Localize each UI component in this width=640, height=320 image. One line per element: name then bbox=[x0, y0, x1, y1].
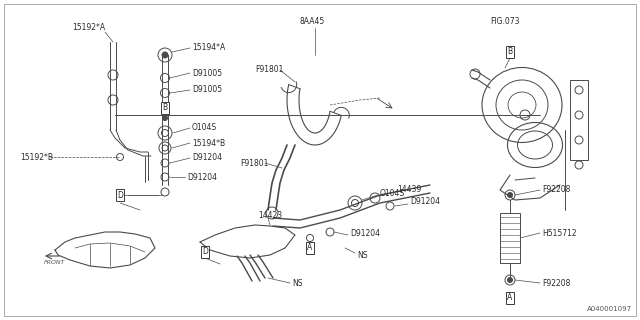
Text: 15192*A: 15192*A bbox=[72, 23, 105, 33]
Text: F92208: F92208 bbox=[542, 186, 570, 195]
Text: A040001097: A040001097 bbox=[587, 306, 632, 312]
Text: 15192*B: 15192*B bbox=[20, 153, 53, 162]
FancyBboxPatch shape bbox=[570, 80, 588, 160]
Text: 8AA45: 8AA45 bbox=[300, 18, 325, 27]
Text: D91204: D91204 bbox=[350, 228, 380, 237]
Text: D: D bbox=[117, 190, 123, 199]
Text: D91204: D91204 bbox=[410, 197, 440, 206]
Text: F91801: F91801 bbox=[240, 158, 268, 167]
Text: F92208: F92208 bbox=[542, 278, 570, 287]
Text: O104S: O104S bbox=[380, 188, 405, 197]
Text: O104S: O104S bbox=[192, 124, 217, 132]
Text: NS: NS bbox=[357, 251, 367, 260]
Circle shape bbox=[508, 277, 513, 283]
Text: FIG.073: FIG.073 bbox=[490, 18, 520, 27]
Text: NS: NS bbox=[292, 278, 303, 287]
Text: A: A bbox=[307, 244, 312, 252]
Text: D91204: D91204 bbox=[192, 154, 222, 163]
Circle shape bbox=[508, 193, 513, 197]
Text: B: B bbox=[163, 103, 168, 113]
Text: D91204: D91204 bbox=[187, 172, 217, 181]
Circle shape bbox=[162, 52, 168, 58]
Text: D91005: D91005 bbox=[192, 68, 222, 77]
Text: A: A bbox=[508, 293, 513, 302]
Text: F91801: F91801 bbox=[255, 66, 284, 75]
Text: B: B bbox=[508, 47, 513, 57]
Circle shape bbox=[163, 116, 168, 121]
Text: D91005: D91005 bbox=[192, 85, 222, 94]
Text: D: D bbox=[202, 247, 208, 257]
FancyBboxPatch shape bbox=[500, 213, 520, 263]
Text: 14423: 14423 bbox=[258, 211, 282, 220]
Text: H515712: H515712 bbox=[542, 228, 577, 237]
Text: 15194*A: 15194*A bbox=[192, 44, 225, 52]
Text: 15194*B: 15194*B bbox=[192, 139, 225, 148]
Text: FRONT: FRONT bbox=[44, 260, 65, 266]
Text: 14439: 14439 bbox=[397, 186, 421, 195]
